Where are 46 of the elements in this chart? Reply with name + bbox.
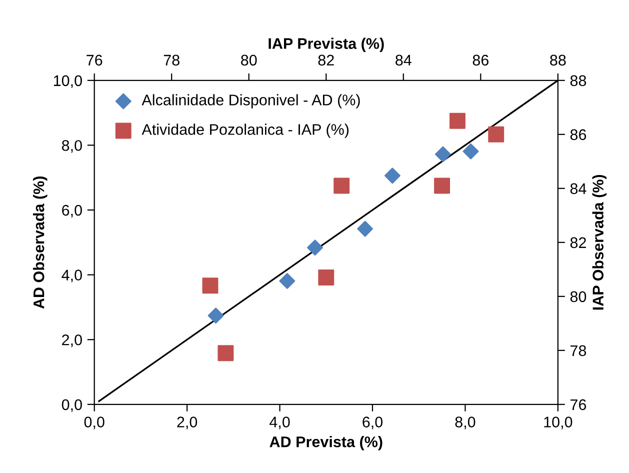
y-axis-title: AD Observada (%): [33, 176, 48, 309]
point: [208, 308, 224, 324]
point: [202, 278, 218, 294]
point: [462, 143, 479, 160]
x-tick-label: 6,0: [362, 416, 383, 430]
point: [307, 240, 323, 256]
y-tick-label: 76: [570, 399, 586, 410]
x-tick-label: 80: [241, 54, 257, 66]
point: [488, 126, 504, 142]
x-tick-label: 88: [550, 54, 566, 66]
x-tick-label: 8,0: [455, 416, 476, 430]
point: [357, 220, 374, 237]
x-tick-label: 82: [318, 54, 334, 66]
x-tick-label: 76: [86, 54, 102, 66]
y-tick-label: 86: [570, 129, 586, 140]
y-tick-label: 78: [570, 345, 586, 356]
x-tick-label: 2,0: [177, 416, 198, 430]
point: [434, 146, 451, 162]
y-tick-label: 88: [570, 75, 586, 86]
x-tick-label: 4,0: [270, 416, 290, 430]
y-tick-label: 6,0: [62, 204, 82, 218]
point: [318, 270, 334, 286]
point: [279, 272, 296, 289]
y-tick-label: 84: [570, 183, 586, 194]
x-axis-title: AD Prevista (%): [270, 436, 382, 450]
legend-label: Atividade Pozolanica - IAP (%): [142, 124, 349, 138]
point: [434, 178, 450, 194]
legend-label: Alcalinidade Disponivel - AD (%): [142, 94, 360, 108]
x-tick-label: 10,0: [544, 416, 572, 430]
y-tick-label: 4,0: [62, 270, 82, 282]
y-tick-label: 0,0: [62, 399, 82, 412]
y-tick-label: 10,0: [54, 75, 82, 88]
y-tick-label: 82: [570, 237, 586, 248]
point: [384, 168, 400, 184]
y-tick-label: 8,0: [62, 140, 82, 153]
x-tick-label: 0,0: [84, 416, 104, 430]
y-axis-title: IAP Observada (%): [592, 174, 607, 310]
point: [450, 112, 466, 129]
x-tick-label: 78: [164, 54, 180, 66]
x-axis-title: IAP Prevista (%): [268, 38, 384, 52]
y-tick-label: 2,0: [62, 334, 82, 348]
point: [218, 345, 234, 362]
point: [334, 178, 350, 194]
x-tick-label: 84: [396, 54, 412, 66]
y-tick-label: 80: [570, 291, 586, 302]
x-tick-label: 86: [472, 54, 488, 66]
